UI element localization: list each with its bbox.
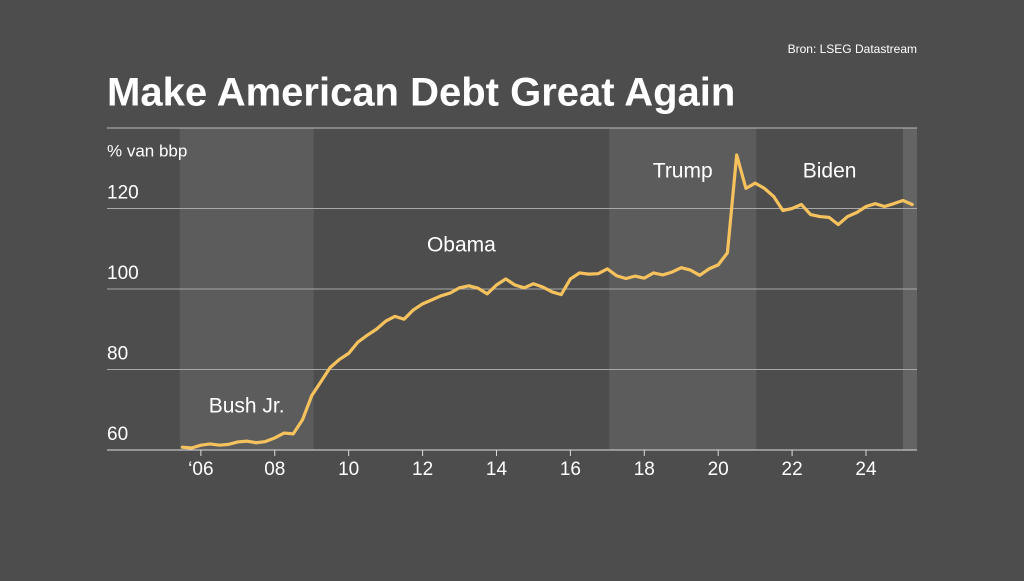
period-label: Obama	[427, 234, 496, 257]
period-label: Bush Jr.	[209, 395, 285, 418]
x-tick-label: 18	[634, 459, 655, 480]
x-tick-label: 08	[264, 459, 285, 480]
debt-line	[180, 153, 914, 450]
x-tick-label: 20	[708, 459, 729, 480]
y-axis-label: % van bbp	[107, 141, 187, 160]
y-tick-label: 80	[107, 344, 128, 365]
y-tick-label: 120	[107, 183, 139, 204]
x-tick-label: 14	[486, 459, 508, 480]
y-tick-label: 60	[107, 424, 128, 445]
x-tick-label: 10	[338, 459, 359, 480]
x-tick-label: 22	[782, 459, 803, 480]
x-tick-label: 24	[855, 459, 877, 480]
x-tick-label: ‘06	[188, 459, 213, 480]
period-label: Biden	[803, 160, 857, 183]
x-tick-label: 16	[560, 459, 581, 480]
source: Bron: LSEG Datastream	[788, 42, 917, 56]
period-label: Trump	[653, 160, 713, 183]
x-tick-label: 12	[412, 459, 433, 480]
y-tick-label: 100	[107, 263, 139, 284]
chart-title: Make American Debt Great Again	[107, 71, 735, 115]
